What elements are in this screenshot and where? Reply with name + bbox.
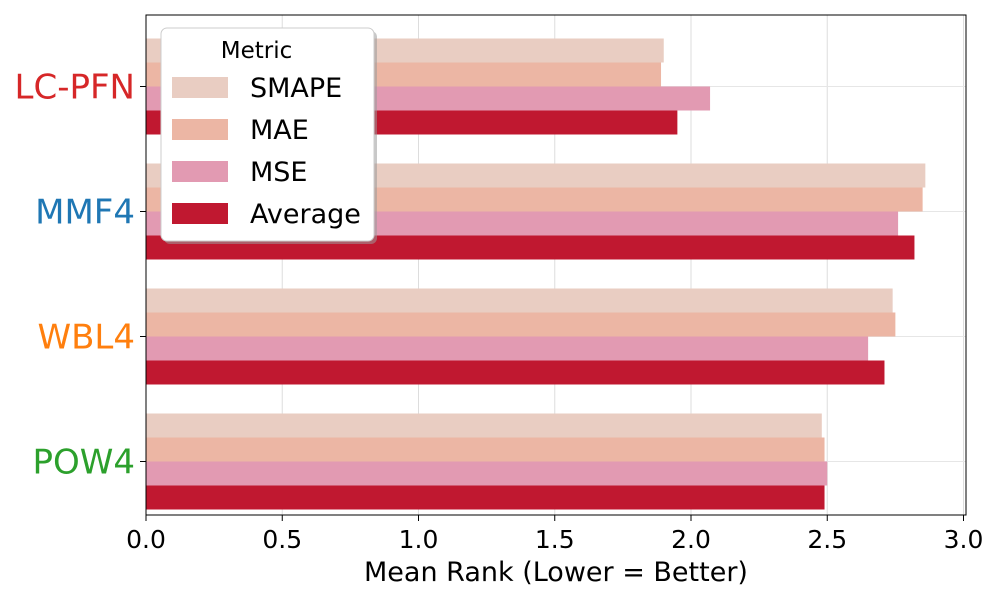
x-axis-label: Mean Rank (Lower = Better) [364, 557, 748, 588]
y-tick-label-wbl4: WBL4 [37, 318, 135, 358]
y-tick-label-mmf4: MMF4 [35, 193, 135, 233]
bar-mse-wbl4 [146, 336, 869, 361]
bar-smape-pow4 [146, 413, 822, 438]
y-tick-label-lc-pfn: LC-PFN [15, 68, 135, 108]
legend-swatch-average [172, 203, 228, 224]
plot-frame [145, 14, 967, 516]
legend-label-average: Average [250, 199, 361, 230]
x-tick-label: 2.5 [807, 525, 847, 554]
legend-swatch-smape [172, 77, 228, 98]
legend-label-mse: MSE [250, 157, 308, 188]
x-tick-label: 3.0 [944, 525, 984, 554]
legend-title: Metric [221, 38, 293, 64]
bar-smape-wbl4 [146, 288, 893, 313]
x-tick-label: 1.0 [399, 525, 439, 554]
y-tick-label-pow4: POW4 [32, 443, 135, 483]
legend-label-mae: MAE [250, 115, 309, 146]
legend-swatch-mae [172, 119, 228, 140]
legend: Metric SMAPE MAE MSE Average [160, 27, 377, 244]
legend-swatch-mse [172, 161, 228, 182]
x-tick-label: 2.0 [671, 525, 711, 554]
x-tick-label: 0.0 [126, 525, 166, 554]
bar-mae-pow4 [146, 437, 825, 462]
x-tick-label: 0.5 [262, 525, 302, 554]
legend-label-smape: SMAPE [250, 73, 342, 104]
bar-mse-pow4 [146, 461, 828, 486]
bar-average-wbl4 [146, 360, 885, 385]
bar-mae-wbl4 [146, 312, 896, 337]
x-axis-ticks: 0.0 0.5 1.0 1.5 2.0 2.5 3.0 [126, 515, 983, 554]
bar-average-pow4 [146, 485, 825, 510]
y-axis-ticks: LC-PFN MMF4 WBL4 POW4 [15, 68, 146, 483]
x-tick-label: 1.5 [535, 525, 575, 554]
